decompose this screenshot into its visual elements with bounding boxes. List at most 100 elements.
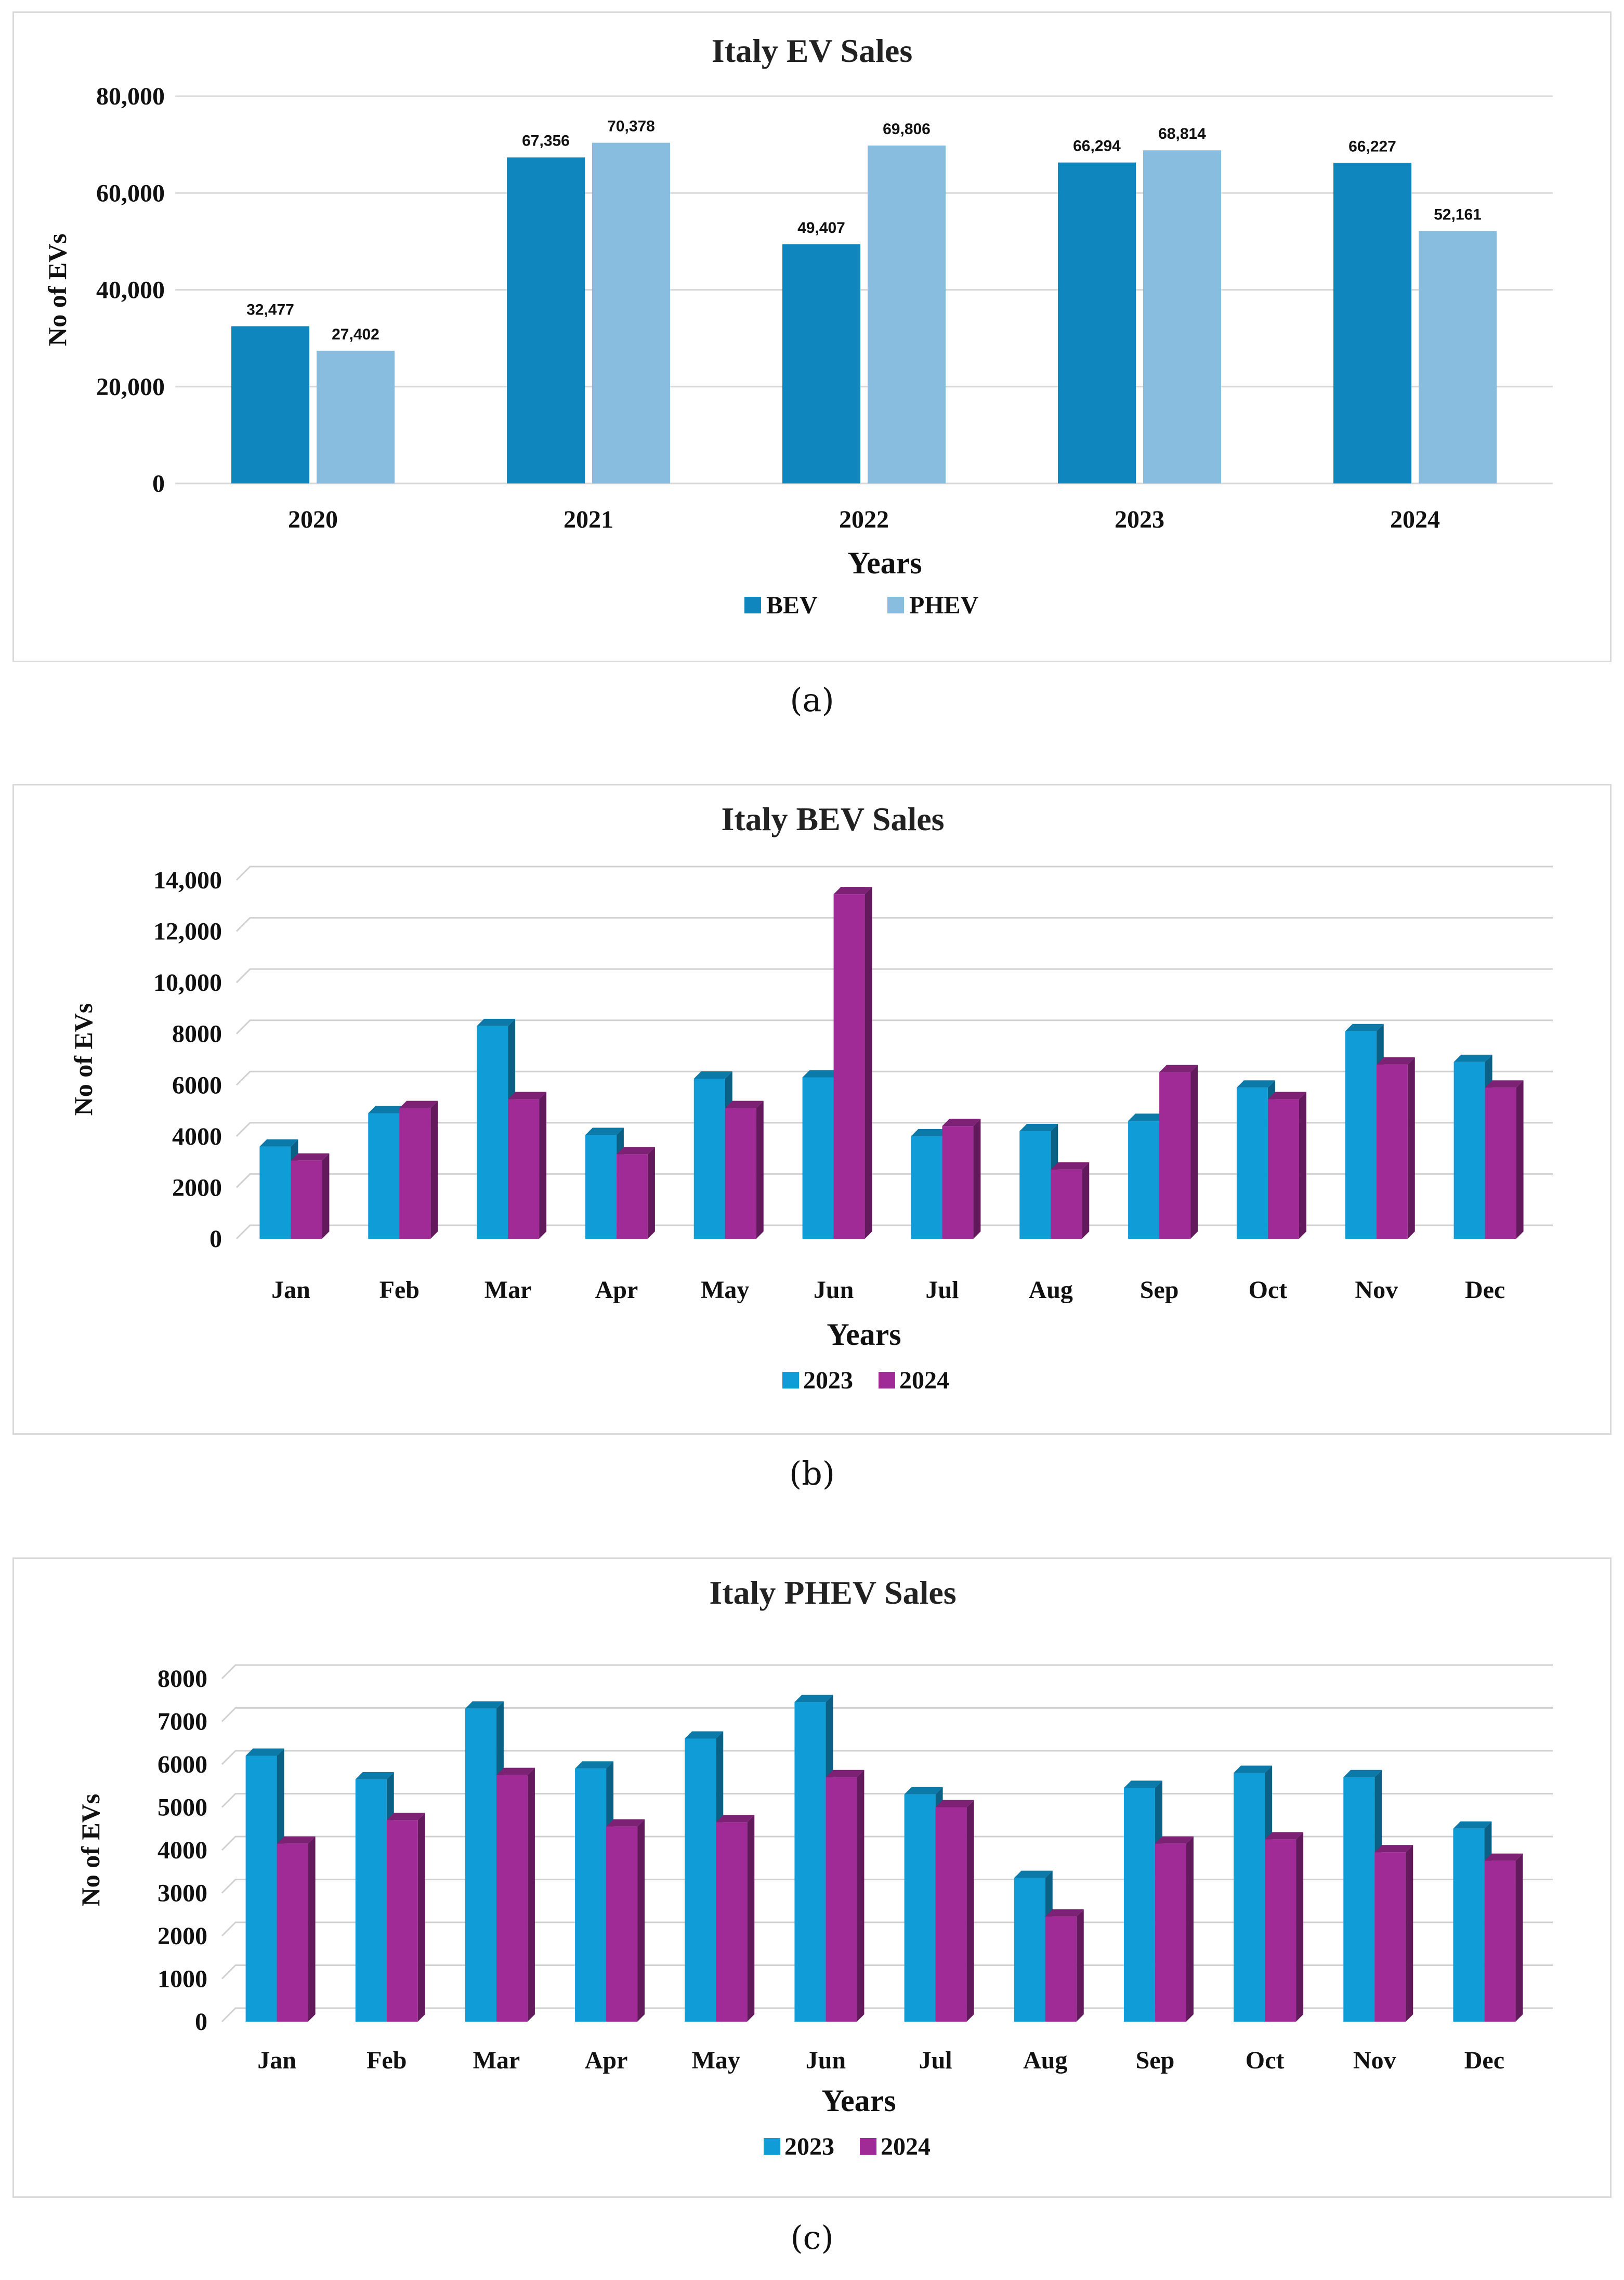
bar-top — [477, 1018, 516, 1026]
legend-swatch-2023 — [782, 1372, 799, 1388]
bar-front — [386, 1820, 418, 2022]
x-tick-label: Dec — [1464, 2047, 1504, 2074]
bar-front — [575, 1768, 607, 2022]
bar-top — [1485, 1080, 1524, 1088]
bar-front — [935, 1807, 967, 2022]
data-label: 66,227 — [1348, 138, 1396, 155]
y-tick-label: 3000 — [158, 1880, 207, 1907]
bar-bev — [1333, 163, 1411, 483]
bar-top — [685, 1731, 724, 1739]
y-tick-label: 10,000 — [153, 969, 222, 997]
bar-phev — [592, 142, 670, 483]
bar-front — [1155, 1843, 1186, 2022]
bar-side — [1190, 1065, 1198, 1239]
x-tick-label: Oct — [1246, 2047, 1285, 2074]
bar-front — [1343, 1777, 1375, 2022]
bar-top — [1453, 1054, 1492, 1062]
y-tick-label: 14,000 — [153, 867, 222, 894]
x-tick-label: Jun — [814, 1276, 854, 1304]
bar-phev — [1143, 150, 1221, 483]
bar-side — [637, 1819, 645, 2022]
bar-side — [322, 1153, 330, 1239]
x-tick-label: Oct — [1249, 1276, 1288, 1304]
bar-side — [966, 1800, 974, 2022]
bar-side — [1407, 1057, 1415, 1239]
bar-front — [399, 1108, 431, 1239]
bar-top — [716, 1815, 755, 1823]
x-axis-label: Years — [821, 2084, 896, 2118]
x-tick-label: Mar — [484, 1276, 532, 1304]
bar-top — [368, 1106, 407, 1113]
y-tick-label: 5000 — [158, 1794, 207, 1822]
gridline — [235, 1224, 1553, 1240]
x-tick-label: Nov — [1353, 2047, 1396, 2074]
chart-title: Italy BEV Sales — [721, 801, 944, 837]
y-axis-label: No of EVs — [76, 1794, 105, 1907]
x-tick-label: Aug — [1029, 1276, 1073, 1304]
x-tick-label: May — [701, 1276, 749, 1304]
bar-top — [1159, 1065, 1198, 1072]
bar-front — [477, 1026, 508, 1239]
bar-phev — [1419, 231, 1497, 483]
x-tick-label: Apr — [585, 2047, 628, 2074]
bar-2024 — [508, 1092, 547, 1239]
y-tick-label: 0 — [209, 1225, 222, 1253]
bar-top — [1265, 1832, 1304, 1840]
bar-top — [1045, 1909, 1084, 1917]
bar-front — [693, 1078, 725, 1239]
bar-top — [1014, 1870, 1053, 1878]
x-tick-label: Nov — [1355, 1276, 1398, 1304]
y-tick-label: 8000 — [172, 1020, 222, 1048]
bar-front — [1453, 1828, 1485, 2022]
y-tick-label: 6000 — [172, 1071, 222, 1099]
bar-front — [1265, 1839, 1296, 2022]
bar-2024 — [833, 887, 872, 1239]
bar-top — [1236, 1080, 1275, 1088]
bar-front — [465, 1708, 496, 2022]
bar-front — [496, 1775, 528, 2022]
bar-top — [1155, 1836, 1194, 1844]
bar-top — [1376, 1057, 1415, 1065]
bar-front — [1484, 1860, 1516, 2022]
bar-front — [1045, 1916, 1077, 2022]
chart-ev-sales: Italy EV Sales 0 20,000 40,000 60,000 80,000 N… — [43, 32, 1553, 619]
legend-swatch-2024 — [879, 1372, 895, 1388]
y-tick-label: 20,000 — [96, 373, 165, 401]
bar-side — [747, 1815, 755, 2022]
bar-side — [527, 1767, 535, 2022]
x-tick-label: May — [692, 2047, 740, 2074]
bar-2024 — [826, 1770, 865, 2022]
bar-2024 — [1051, 1162, 1090, 1239]
bar-top — [259, 1139, 298, 1147]
bar-top — [725, 1100, 764, 1108]
bar-top — [1267, 1092, 1306, 1099]
bar-side — [756, 1100, 764, 1239]
bar-top — [794, 1695, 833, 1702]
x-tick-label: Jan — [271, 1276, 310, 1304]
gridline — [235, 1122, 1553, 1137]
bar-front — [606, 1826, 638, 2022]
bar-front — [259, 1146, 291, 1239]
y-tick-label: 40,000 — [96, 277, 165, 304]
bar-top — [904, 1787, 943, 1794]
x-axis-label: Years — [847, 546, 922, 580]
bar-top — [1234, 1765, 1273, 1773]
gridline — [221, 1964, 1553, 1980]
bar-side — [1296, 1832, 1304, 2022]
bar-top — [833, 887, 872, 895]
bar-top — [585, 1128, 624, 1135]
bar-top — [386, 1813, 425, 1820]
gridline — [221, 1750, 1553, 1765]
bar-top — [1343, 1770, 1382, 1777]
gridline — [221, 2007, 1553, 2023]
gridline — [235, 1173, 1553, 1188]
legend-swatch-2024 — [860, 2138, 876, 2155]
bar-side — [430, 1100, 438, 1239]
bar-2024 — [496, 1767, 535, 2022]
bar-2024 — [725, 1100, 764, 1239]
bar-front — [1014, 1878, 1045, 2022]
bar-2023 — [1453, 1821, 1492, 2022]
y-tick-label: 0 — [152, 470, 165, 497]
gridline — [235, 1070, 1553, 1086]
bar-front — [1051, 1169, 1082, 1239]
